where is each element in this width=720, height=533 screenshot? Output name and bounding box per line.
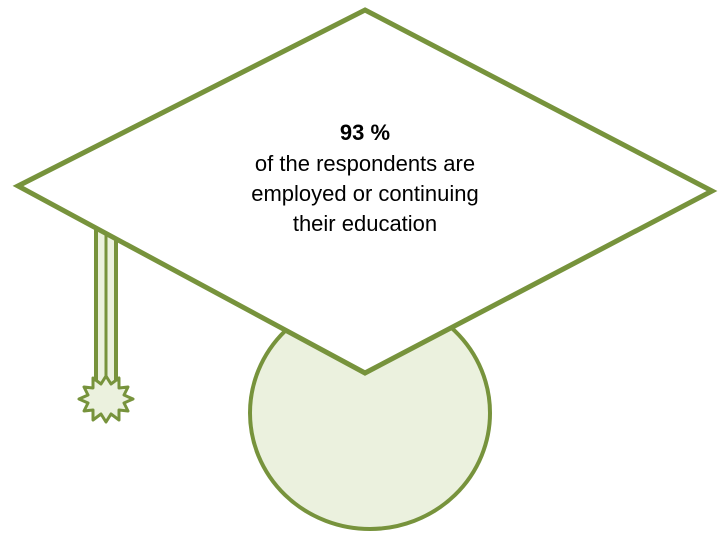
statistic-callout: 93 % of the respondents are employed or …	[210, 118, 520, 239]
stat-value: 93 %	[339, 120, 391, 145]
stat-description-line-2: employed or continuing	[251, 181, 479, 206]
stat-description-line-1: of the respondents are	[254, 151, 476, 176]
stat-description-line-3: their education	[292, 211, 438, 236]
mortarboard-top	[12, 7, 718, 376]
tassel-end-icon	[77, 374, 135, 424]
